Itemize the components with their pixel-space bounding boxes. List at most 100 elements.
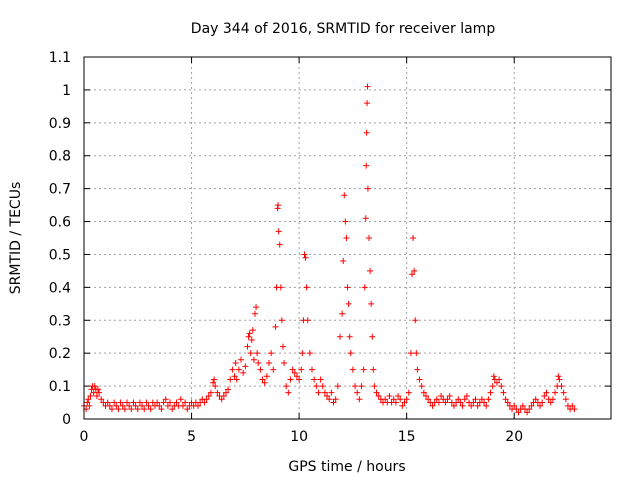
y-tick-label: 0.5 — [49, 247, 71, 263]
data-point — [416, 376, 423, 383]
data-point — [182, 399, 189, 406]
data-point — [293, 373, 300, 380]
data-point — [303, 284, 310, 291]
data-point — [229, 366, 236, 373]
data-point — [272, 323, 279, 330]
data-point — [212, 383, 219, 390]
data-point — [173, 399, 180, 406]
data-point — [345, 300, 352, 307]
data-point — [298, 366, 305, 373]
data-point — [106, 402, 113, 409]
data-point — [425, 396, 432, 403]
x-tick-label: 15 — [398, 429, 416, 445]
data-point — [222, 389, 229, 396]
data-point — [496, 376, 503, 383]
data-point — [253, 304, 260, 311]
data-point — [147, 406, 154, 413]
data-point — [504, 399, 511, 406]
data-point — [207, 389, 214, 396]
axis-ticks: 0 0.1 0.2 0.3 0.4 0.5 0.6 0.7 0.8 0.9 1 1.1 0 5 10 15 20 — [49, 50, 611, 445]
data-point — [283, 383, 290, 390]
data-point — [306, 350, 313, 357]
data-point — [285, 389, 292, 396]
data-point — [304, 317, 311, 324]
data-point — [330, 399, 337, 406]
data-point — [360, 366, 367, 373]
data-point — [139, 402, 146, 409]
data-point — [502, 396, 509, 403]
data-point — [349, 366, 356, 373]
data-point — [244, 343, 251, 350]
data-point — [539, 399, 546, 406]
y-tick-label: 0.8 — [49, 149, 71, 165]
data-point — [321, 389, 328, 396]
data-point — [363, 129, 370, 136]
data-point — [401, 399, 408, 406]
data-point — [275, 202, 282, 209]
data-point — [442, 399, 449, 406]
x-tick-label: 5 — [187, 429, 196, 445]
data-point — [368, 300, 375, 307]
data-point — [265, 360, 272, 367]
data-point — [478, 396, 485, 403]
data-point — [203, 396, 210, 403]
data-point — [470, 399, 477, 406]
data-point — [214, 389, 221, 396]
y-tick-label: 0.4 — [49, 280, 71, 296]
data-point — [315, 389, 322, 396]
data-point — [136, 399, 143, 406]
data-point — [483, 402, 490, 409]
data-point — [287, 376, 294, 383]
data-point — [111, 399, 118, 406]
data-point — [364, 185, 371, 192]
data-point — [84, 399, 91, 406]
data-point — [134, 406, 141, 413]
data-point — [238, 356, 245, 363]
data-point — [252, 310, 259, 317]
data-point — [341, 192, 348, 199]
data-point — [158, 406, 165, 413]
data-point — [560, 389, 567, 396]
data-point — [162, 396, 169, 403]
data-point — [245, 333, 252, 340]
x-tick-label: 10 — [290, 429, 308, 445]
data-point — [124, 399, 131, 406]
y-tick-label: 0.3 — [49, 313, 71, 329]
data-point — [248, 337, 255, 344]
data-point — [257, 366, 264, 373]
data-point — [169, 406, 176, 413]
data-point — [541, 392, 548, 399]
data-point — [367, 267, 374, 274]
data-point — [232, 360, 239, 367]
data-point — [299, 350, 306, 357]
data-point — [156, 402, 163, 409]
y-tick-label: 1.1 — [49, 50, 71, 66]
data-point — [276, 241, 283, 248]
data-point — [98, 396, 105, 403]
data-point — [498, 383, 505, 390]
data-point — [356, 396, 363, 403]
data-point — [340, 258, 347, 265]
data-point — [343, 235, 350, 241]
data-point — [537, 402, 544, 409]
data-point — [485, 396, 492, 403]
data-point — [164, 402, 171, 409]
data-point — [96, 389, 103, 396]
data-point — [210, 379, 217, 386]
data-point — [493, 379, 500, 386]
data-point — [571, 406, 578, 413]
data-point — [141, 406, 148, 413]
data-point — [364, 83, 371, 90]
data-point — [386, 392, 393, 399]
data-point — [235, 366, 242, 373]
data-point — [562, 396, 569, 403]
data-point — [403, 396, 410, 403]
data-point — [302, 254, 309, 261]
data-point — [524, 409, 531, 416]
data-point — [281, 360, 288, 367]
data-point — [277, 284, 284, 291]
data-point — [218, 396, 225, 403]
y-tick-label: 0.7 — [49, 182, 71, 198]
data-point — [261, 379, 268, 386]
data-point — [418, 383, 425, 390]
